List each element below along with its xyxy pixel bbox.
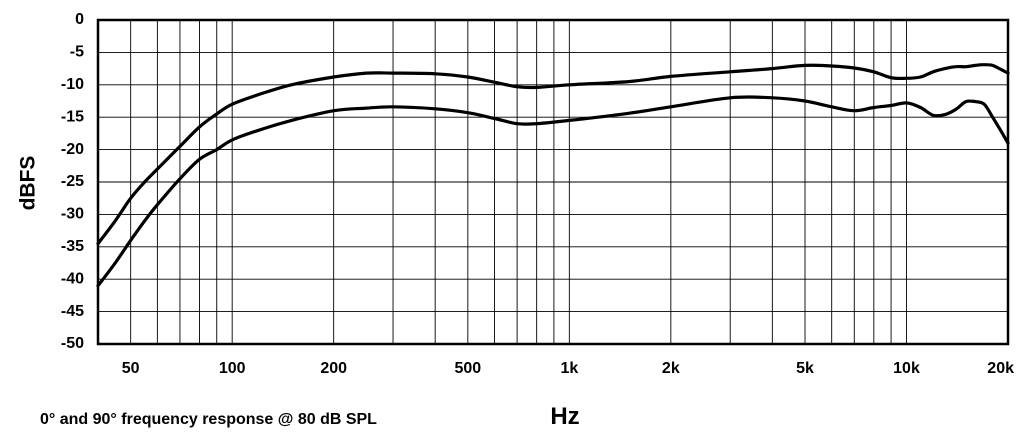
x-axis-label: Hz [550,403,579,430]
x-tick-label: 50 [122,360,140,377]
x-tick-label: 100 [219,360,246,377]
response-curves [96,63,1010,288]
y-tick-label: -40 [61,270,84,287]
y-tick-label: -35 [61,238,84,255]
grid-lines [98,19,1008,345]
plot-frame [96,18,1010,346]
x-tick-label: 10k [893,360,920,377]
x-tick-labels: 50 100 200 500 1k 2k 5k 10k 20k [122,360,1014,377]
x-tick-label: 2k [662,360,680,377]
y-tick-labels: 0 -5 -10 -15 -20 -25 -30 -35 -40 -45 -50 [61,11,84,352]
x-tick-label: 500 [454,360,481,377]
y-tick-label: -30 [61,206,84,223]
x-tick-label: 200 [320,360,347,377]
response-curve-lower [96,95,1010,288]
y-tick-label: -10 [61,76,84,93]
x-tick-label: 1k [560,360,578,377]
y-axis-label: dBFS [17,156,40,211]
response-curve-upper [96,63,1010,246]
y-tick-label: -25 [61,173,84,190]
y-tick-label: -50 [61,335,84,352]
x-tick-label: 20k [987,360,1014,377]
y-tick-label: -15 [61,108,84,125]
y-tick-label: -5 [70,44,84,61]
y-tick-label: -20 [61,141,84,158]
x-tick-label: 5k [796,360,814,377]
y-tick-label: -45 [61,303,84,320]
y-tick-label: 0 [75,11,84,28]
chart-caption: 0° and 90° frequency response @ 80 dB SP… [40,411,377,428]
